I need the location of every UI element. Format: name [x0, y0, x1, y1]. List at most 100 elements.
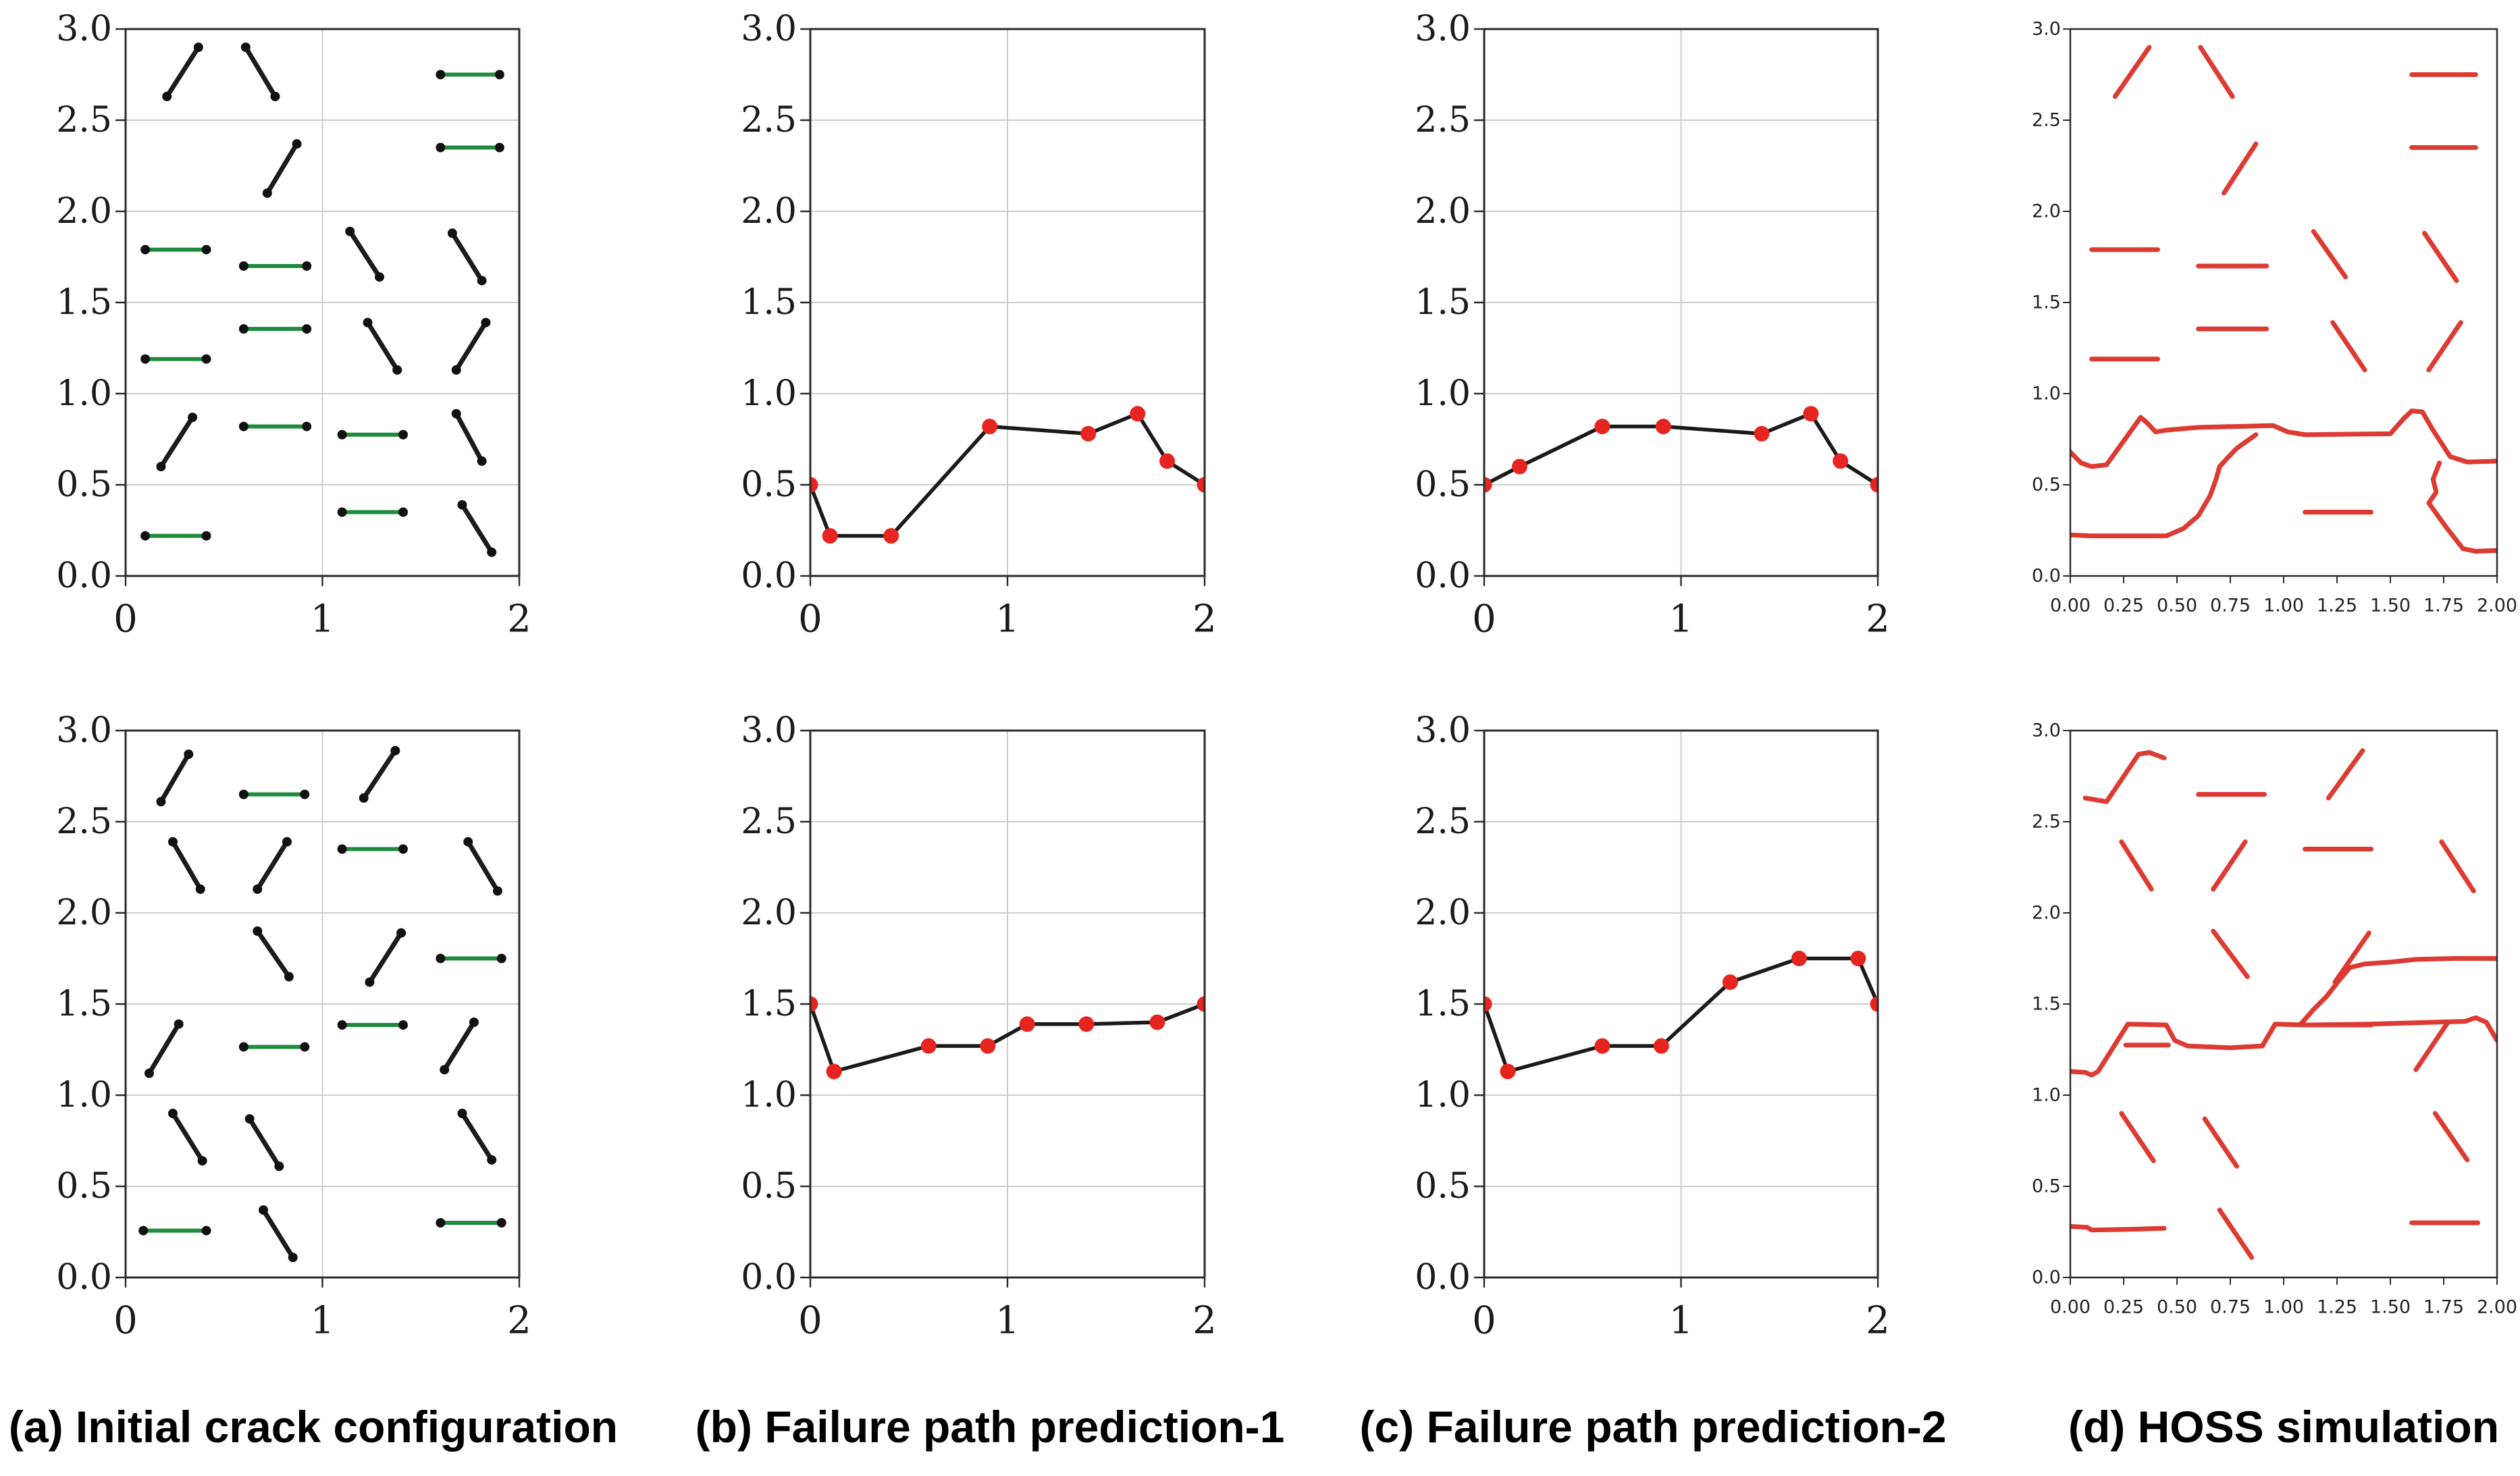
hoss-crack-segment — [2119, 839, 2154, 892]
hoss-fracture-path — [2298, 956, 2497, 1027]
hoss-crack-segment — [2422, 230, 2459, 284]
failure-path-marker — [982, 419, 998, 435]
crack-endpoint-dot — [262, 188, 272, 198]
black-crack-segment — [261, 1207, 296, 1260]
crack-endpoint-dot — [253, 884, 263, 894]
panel-d-bottom: 0.0 0.5 1.0 1.5 2.0 2.5 3.0 0.00 0.25 0.50 0.75 1.0… — [2032, 720, 2517, 1318]
failure-path-marker — [1754, 425, 1770, 442]
crack-endpoint-dot — [494, 70, 504, 80]
crack-endpoint-dot — [188, 413, 198, 423]
crack-endpoint-dot — [396, 928, 406, 938]
hoss-crack-segment — [2112, 45, 2152, 99]
black-crack-segment — [170, 839, 203, 892]
panel-c-bottom: 0.0 0.5 1.0 1.5 2.0 2.5 3.0 0 1 2 — [1415, 710, 1890, 1343]
crack-endpoint-dot — [398, 844, 409, 854]
failure-path-marker — [1484, 477, 1492, 493]
plot-border — [2069, 729, 2498, 1279]
crack-endpoint-dot — [440, 1065, 450, 1075]
black-crack-segment — [365, 320, 400, 373]
crack-endpoint-dot — [496, 1218, 506, 1228]
crack-endpoint-dot — [345, 226, 355, 236]
black-crack-segment — [454, 411, 485, 464]
x-tick-label: 1 — [1669, 1299, 1694, 1343]
x-tick-label: 1.50 — [2370, 596, 2411, 616]
x-tick-label: 1.00 — [2263, 1297, 2304, 1318]
hoss-crack-segment — [2311, 229, 2348, 280]
crack-endpoint-dot — [302, 324, 312, 334]
failure-path-marker — [1833, 453, 1849, 469]
crack-endpoint-dot — [457, 1109, 467, 1118]
crack-endpoint-dot — [365, 977, 375, 987]
black-crack-segment — [247, 1116, 282, 1169]
hoss-crack-segment — [2332, 930, 2371, 985]
crack-endpoint-dot — [463, 837, 473, 847]
panel-c-top: 0.0 0.5 1.0 1.5 2.0 2.5 3.0 0 1 2 — [1415, 9, 1890, 641]
failure-path-marker — [822, 528, 838, 544]
crack-endpoint-dot — [201, 531, 211, 541]
black-crack-segment — [255, 839, 290, 892]
crack-endpoint-dot — [156, 797, 166, 807]
crack-endpoint-dot — [390, 745, 400, 756]
x-tick-label: 0.25 — [2103, 1297, 2144, 1318]
caption-a: (a) Initial crack configuration — [8, 1402, 619, 1452]
x-tick-label: 0.25 — [2103, 596, 2144, 616]
x-tick-label: 1.25 — [2317, 596, 2357, 616]
plot-content — [1484, 406, 1878, 493]
crack-endpoint-dot — [144, 1068, 154, 1078]
failure-path-marker — [810, 996, 818, 1012]
crack-endpoint-dot — [447, 228, 457, 238]
crack-endpoint-dot — [487, 1155, 497, 1165]
failure-path-marker — [1870, 477, 1878, 493]
crack-endpoint-dot — [451, 365, 461, 375]
failure-path-marker — [1078, 1016, 1095, 1032]
hoss-fracture-path — [2082, 749, 2167, 804]
crack-endpoint-dot — [302, 261, 312, 271]
failure-path-line — [810, 411, 1205, 538]
crack-endpoint-dot — [487, 547, 497, 557]
black-crack-segment — [454, 320, 488, 373]
y-tick-label: 2.0 — [2032, 903, 2061, 924]
failure-path-marker — [1080, 425, 1097, 442]
y-tick-label: 0.0 — [741, 1257, 797, 1298]
caption-c: (c) Failure path prediction-2 — [1359, 1402, 1947, 1452]
crack-endpoint-dot — [195, 884, 205, 894]
x-tick-label: 0 — [113, 598, 138, 641]
y-tick-label: 3.0 — [2032, 720, 2061, 741]
y-tick-label: 1.5 — [741, 984, 797, 1024]
x-tick-label: 2 — [1866, 1299, 1890, 1343]
crack-endpoint-dot — [201, 1225, 211, 1236]
hoss-fracture-path — [2426, 460, 2497, 554]
crack-endpoint-dot — [477, 456, 487, 466]
crack-endpoint-dot — [238, 421, 248, 431]
panel-b-bottom: 0.0 0.5 1.0 1.5 2.0 2.5 3.0 0 1 2 — [741, 710, 1217, 1343]
black-crack-segment — [442, 1020, 477, 1072]
y-tick-label: 0.0 — [56, 556, 112, 596]
crack-endpoint-dot — [140, 244, 151, 255]
crack-endpoint-dot — [284, 972, 294, 982]
x-tick-label: 0.75 — [2210, 1297, 2251, 1318]
plot-content — [810, 996, 1205, 1080]
crack-endpoint-dot — [398, 429, 409, 440]
y-tick-label: 2.0 — [741, 191, 797, 232]
crack-endpoint-dot — [363, 317, 373, 327]
x-tick-label: 1.50 — [2370, 1297, 2411, 1318]
failure-path-marker — [1484, 996, 1492, 1012]
black-crack-segment — [255, 928, 292, 979]
y-tick-label: 2.5 — [56, 100, 112, 140]
hoss-fracture-path — [2070, 432, 2259, 539]
crack-endpoint-dot — [398, 507, 409, 517]
y-tick-label: 1.0 — [1415, 1075, 1471, 1115]
hoss-fracture-path — [2070, 1223, 2167, 1233]
crack-endpoint-dot — [238, 261, 248, 271]
y-tick-label: 0.5 — [1415, 465, 1471, 505]
crack-endpoint-dot — [184, 749, 194, 760]
crack-endpoint-dot — [174, 1019, 184, 1029]
x-tick-label: 2 — [1192, 598, 1217, 641]
y-tick-label: 0.5 — [741, 465, 797, 505]
failure-path-marker — [1594, 419, 1610, 435]
plot-content — [138, 745, 506, 1263]
x-tick-label: 0.50 — [2157, 596, 2197, 616]
crack-endpoint-dot — [398, 1020, 409, 1030]
x-tick-label: 1 — [995, 598, 1020, 641]
